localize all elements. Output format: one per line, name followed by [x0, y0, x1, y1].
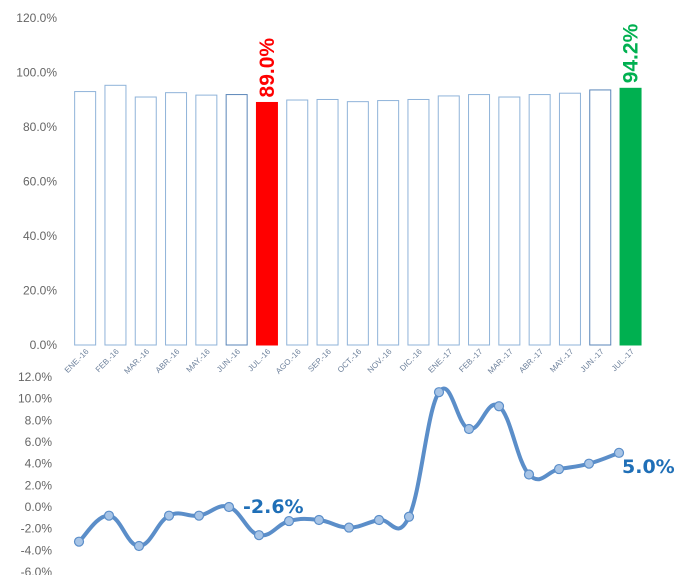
line-annotation-label: -2.6%	[243, 496, 304, 518]
bar-y-tick-label: 120.0%	[16, 11, 57, 25]
line-y-tick-label: 2.0%	[25, 478, 53, 492]
bar-x-tick-label: DIC.-16	[398, 347, 424, 373]
line-y-axis-ticks: -6.0% -4.0% -2.0% 0.0% 2.0% 4.0% 6.0% 8.0% 10.0%…	[18, 370, 52, 575]
bar-x-tick-label: ENE.-16	[63, 347, 91, 375]
line-point	[373, 514, 385, 526]
line-point	[343, 522, 355, 533]
line-point	[553, 463, 565, 475]
line-annotations: -2.6% 5.0%	[243, 456, 675, 518]
bar-x-tick-label: FEB.-17	[457, 347, 485, 375]
line-y-tick-label: 12.0%	[18, 370, 52, 384]
bar-y-tick-label: 0.0%	[30, 338, 58, 352]
bar	[165, 92, 188, 346]
bar-series	[74, 84, 642, 346]
line-y-tick-label: -6.0%	[21, 565, 53, 575]
bar-x-tick-label: ABR.-16	[154, 347, 182, 375]
bar-x-tick-label: NOV.-16	[366, 347, 394, 375]
bar-x-tick-label: JUN.-17	[579, 347, 606, 374]
bar	[74, 91, 97, 346]
line-annotation-label: 5.0%	[622, 456, 675, 478]
line-point	[433, 387, 445, 398]
bar	[468, 94, 491, 346]
bar-x-tick-label: ENE.-17	[426, 347, 454, 375]
bar	[407, 98, 430, 346]
bar	[286, 99, 309, 346]
bar-x-tick-label: MAR.-16	[122, 347, 151, 376]
line-point	[103, 510, 115, 521]
line-point	[613, 447, 625, 458]
bar	[225, 94, 248, 346]
line-point	[523, 469, 535, 480]
line-series-path	[77, 386, 620, 548]
line-y-tick-label: 6.0%	[25, 435, 53, 449]
bar-y-tick-label: 20.0%	[23, 284, 57, 298]
line-point	[583, 458, 595, 469]
line-y-tick-label: 0.0%	[25, 500, 53, 514]
line-point	[223, 501, 235, 513]
bar	[619, 87, 642, 346]
bar-y-axis-ticks: 0.0% 20.0% 40.0% 60.0% 80.0% 100.0% 120.0%	[16, 11, 57, 352]
line-point	[493, 401, 505, 412]
bar-x-tick-label: JUL.-16	[246, 347, 273, 374]
line-point	[403, 511, 415, 522]
bar	[346, 101, 369, 346]
line-series-points	[73, 387, 625, 552]
bar-highlight-labels: 89.0% 94.2%	[256, 23, 643, 97]
monthly-bar-chart: 0.0% 20.0% 40.0% 60.0% 80.0% 100.0% 120.0% 89.…	[16, 11, 642, 376]
bar	[558, 92, 581, 346]
line-y-tick-label: 4.0%	[25, 457, 53, 471]
bar-x-tick-label: MAY.-16	[185, 347, 213, 375]
bar	[195, 94, 218, 346]
bar	[498, 96, 521, 346]
bar-x-tick-label: JUN.-16	[215, 347, 242, 374]
bar-x-tick-label: MAR.-17	[486, 347, 515, 376]
bar-x-tick-label: FEB.-16	[94, 347, 122, 375]
line-point	[313, 514, 325, 526]
line-point	[133, 540, 145, 552]
bar	[528, 94, 551, 346]
bar-x-tick-label: OCT.-16	[336, 347, 364, 375]
bar-y-tick-label: 40.0%	[23, 229, 57, 243]
bar	[104, 84, 127, 346]
line-y-tick-label: 8.0%	[25, 413, 53, 427]
bar-x-axis-ticks: ENE.-16 FEB.-16 MAR.-16 ABR.-16 MAY.-16 JUN.-…	[63, 347, 637, 376]
bar-y-tick-label: 60.0%	[23, 175, 57, 189]
bar	[134, 96, 157, 346]
line-point	[73, 536, 85, 547]
bar-x-tick-label: AGO.-16	[274, 347, 303, 376]
bar	[589, 89, 612, 346]
line-point	[163, 510, 175, 521]
line-point	[253, 530, 265, 541]
line-point	[283, 515, 295, 527]
bar-highlight-label: 94.2%	[620, 23, 643, 83]
line-y-tick-label: -4.0%	[21, 543, 53, 557]
bar	[437, 95, 460, 346]
bar	[316, 98, 339, 346]
monthly-change-line-chart: -6.0% -4.0% -2.0% 0.0% 2.0% 4.0% 6.0% 8.0% 10.0%…	[18, 370, 675, 575]
line-point	[463, 423, 475, 435]
line-y-tick-label: 10.0%	[18, 392, 52, 406]
line-y-tick-label: -2.0%	[21, 522, 53, 536]
bar-x-tick-label: JUL.-17	[610, 347, 637, 374]
bar-highlight-label: 89.0%	[256, 38, 279, 98]
bar	[255, 101, 278, 346]
bar-x-tick-label: MAY.-17	[548, 347, 576, 375]
bar-y-tick-label: 100.0%	[16, 66, 57, 80]
bar-x-tick-label: SEP.-16	[306, 347, 333, 374]
bar-x-tick-label: ABR.-17	[517, 347, 545, 375]
line-point	[193, 510, 205, 521]
bar-y-tick-label: 80.0%	[23, 120, 57, 134]
bar	[377, 100, 400, 346]
